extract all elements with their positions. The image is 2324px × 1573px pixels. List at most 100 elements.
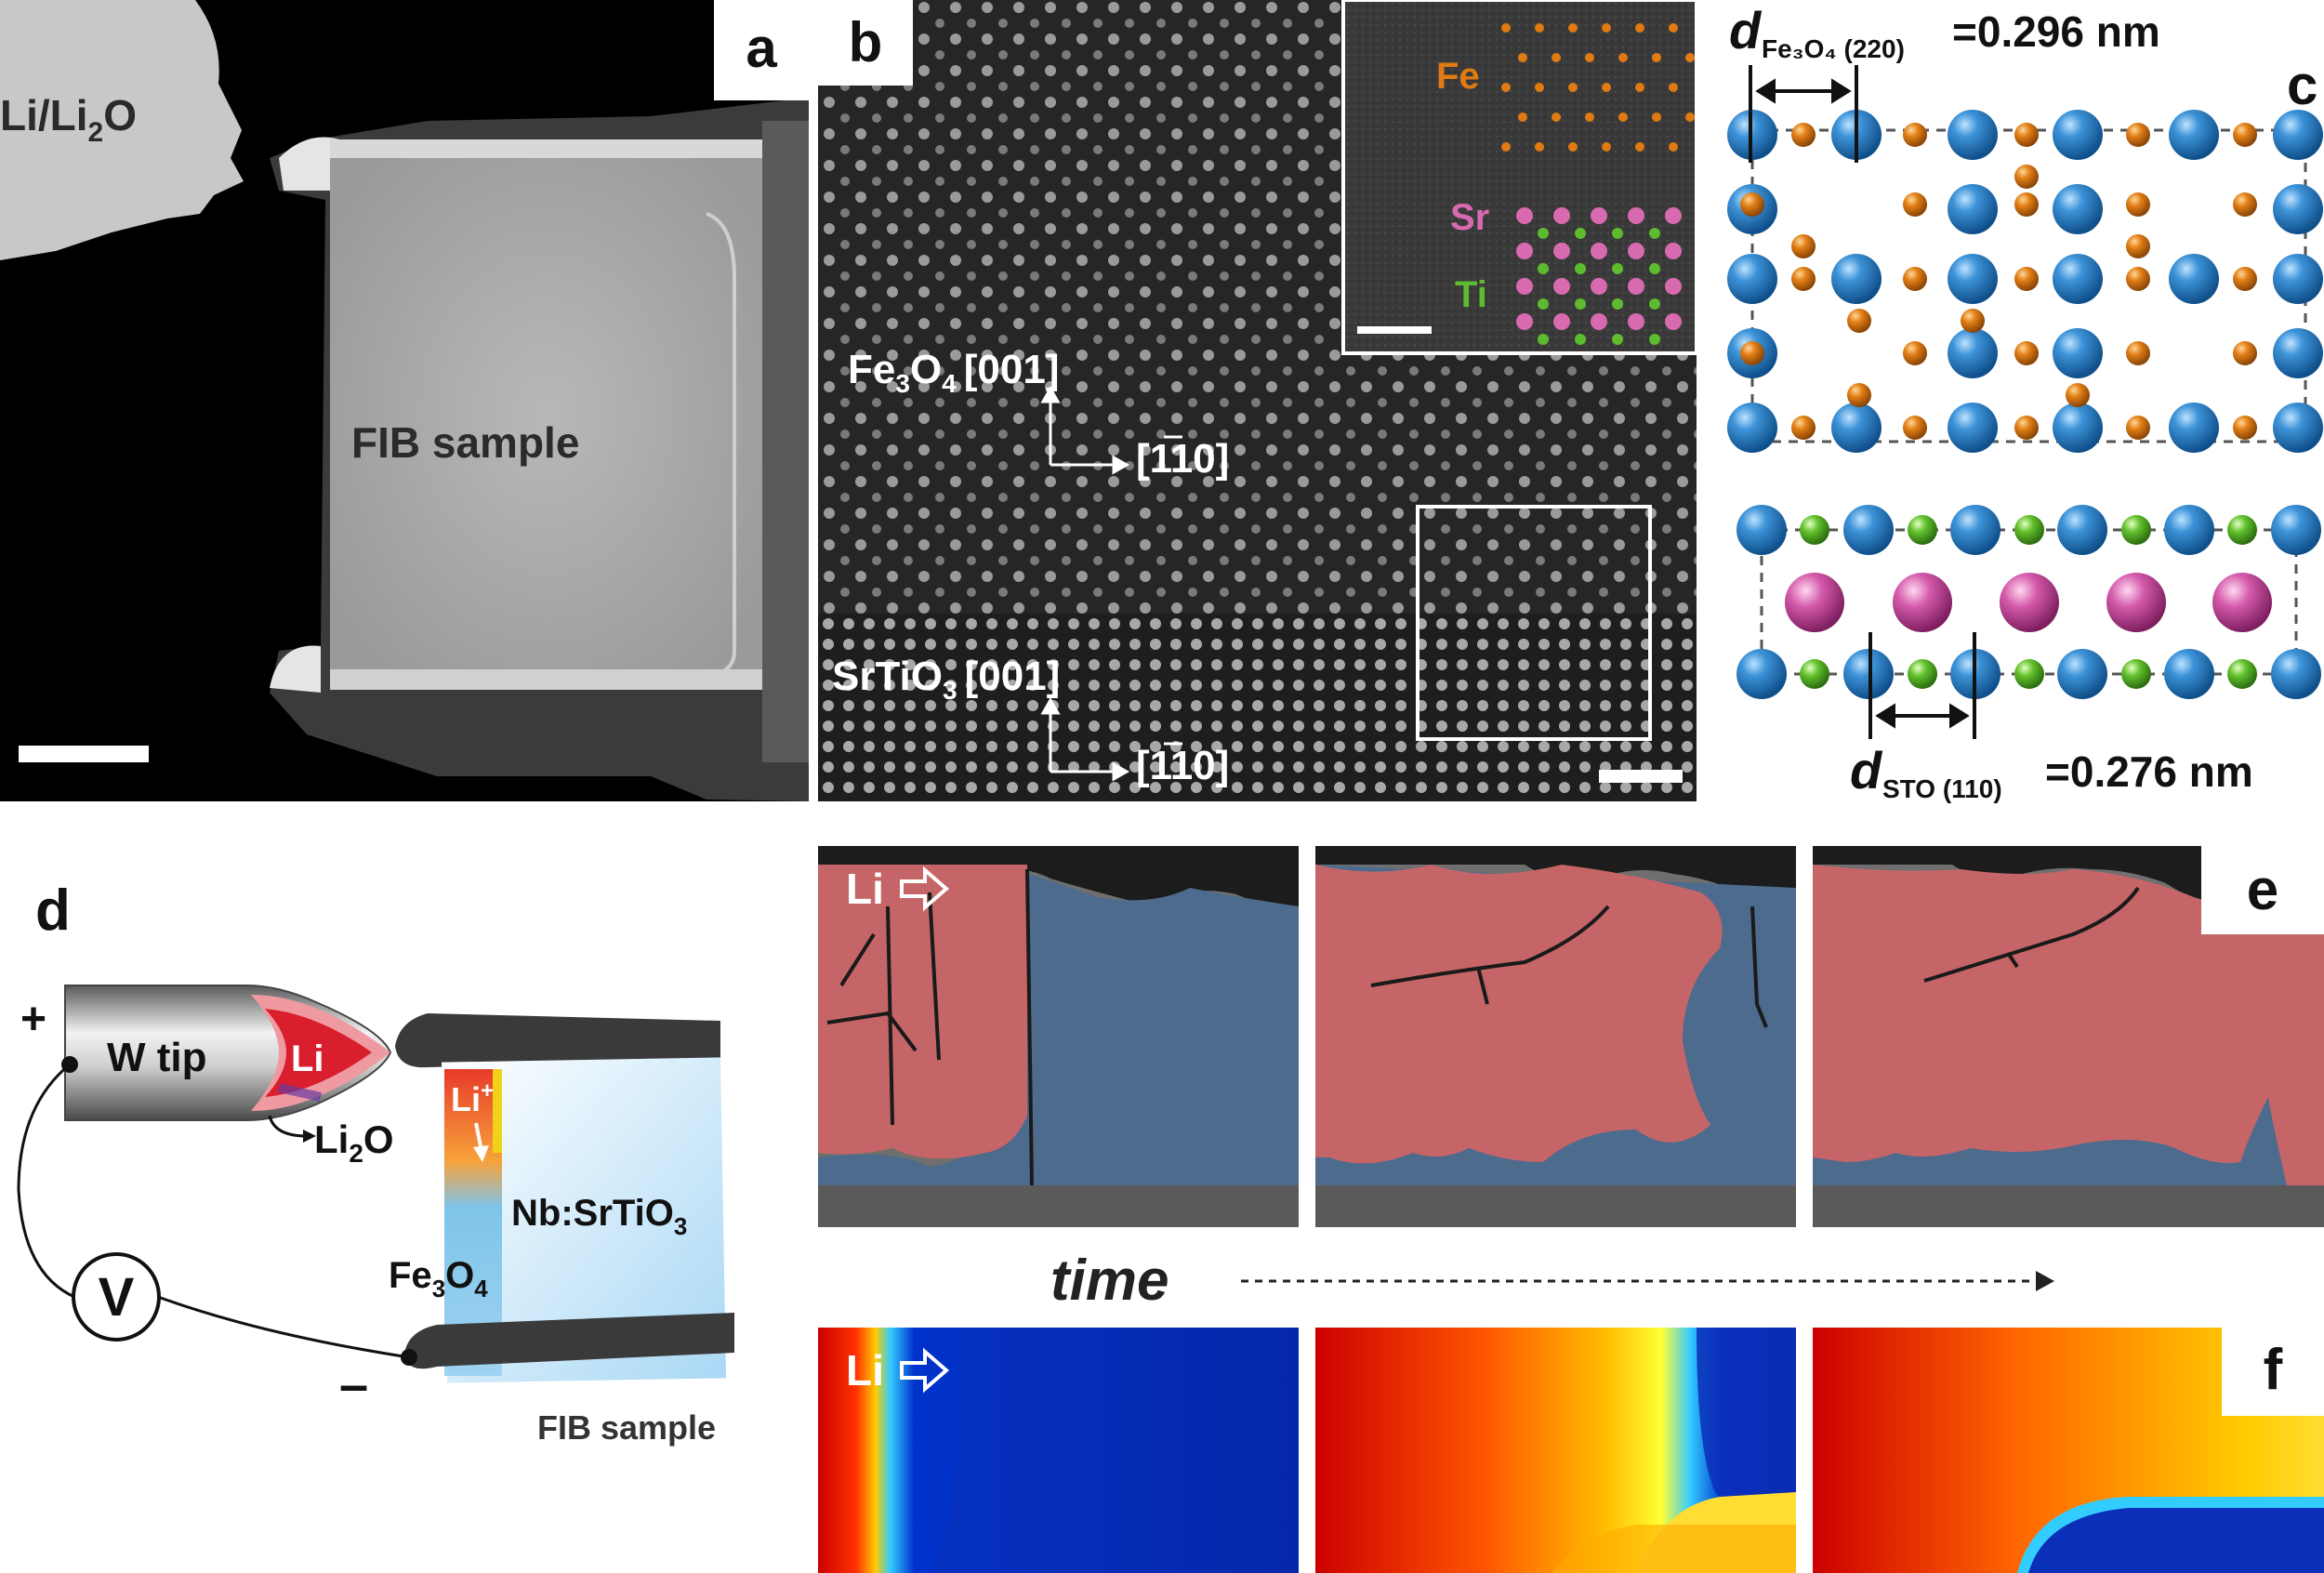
inset-sr-dot — [1553, 207, 1570, 224]
oxygen-atom — [2273, 328, 2323, 378]
panel-f-frame-1 — [818, 1328, 1299, 1573]
inset-fe-dot — [1568, 142, 1578, 152]
panel-a — [0, 0, 809, 801]
iron-atom — [2233, 341, 2257, 365]
oxygen-atom — [1843, 505, 1894, 555]
inset-ti-dot — [1538, 263, 1549, 274]
titanium-atom — [1800, 515, 1829, 545]
inset-sr-dot — [1516, 243, 1533, 259]
inset-sr-dot — [1665, 207, 1682, 224]
inset-sr-dot — [1628, 278, 1644, 295]
inset-fe-dot — [1585, 112, 1594, 122]
iron-atom — [2126, 416, 2150, 440]
minus-sign: – — [339, 1355, 368, 1413]
oxygen-atom — [2273, 184, 2323, 234]
inset-sr-dot — [1516, 313, 1533, 330]
inset-sr-dot — [1591, 243, 1607, 259]
oxygen-atom — [1948, 184, 1998, 234]
inset-fe-dot — [1669, 142, 1678, 152]
panel-f-simulations: f Li — [818, 1328, 2324, 1573]
iron-atom — [2014, 165, 2039, 189]
iron-atom — [1791, 123, 1816, 147]
iron-atom — [1903, 267, 1927, 291]
inset-sr-dot — [1591, 313, 1607, 330]
inset-sr-dot — [1665, 278, 1682, 295]
inset-sr-dot — [1516, 278, 1533, 295]
oxygen-atom — [1948, 254, 1998, 304]
voltmeter-label: V — [99, 1267, 135, 1328]
inset-fe-dot — [1618, 112, 1628, 122]
iron-atom — [2126, 123, 2150, 147]
panel-e-frame-2 — [1315, 846, 1796, 1227]
inset-fe-dot — [1635, 142, 1644, 152]
iron-atom — [1791, 416, 1816, 440]
iron-atom — [2126, 192, 2150, 217]
panel-e-frame-1 — [818, 846, 1299, 1227]
panel-label-f: f — [2264, 1338, 2283, 1402]
li-label: Li — [291, 1038, 324, 1079]
iron-atom — [1961, 309, 1985, 333]
titanium-atom — [1908, 515, 1937, 545]
inset-ti-dot — [1538, 228, 1549, 239]
substrate-label-d: Nb:SrTiO3 — [511, 1193, 687, 1240]
d-bottom-value: =0.276 nm — [2045, 747, 2253, 796]
inset-fe-dot — [1669, 23, 1678, 33]
titanium-atom — [2227, 515, 2257, 545]
panel-label-a: a — [746, 17, 777, 79]
inset-fe-dot — [1552, 112, 1561, 122]
inset-sr-dot — [1628, 207, 1644, 224]
inset-fe-dot — [1652, 112, 1661, 122]
iron-atom — [2014, 267, 2039, 291]
scale-bar-b — [1599, 770, 1683, 783]
inset-fe-dot — [1685, 112, 1695, 122]
inset-fe-dot — [1535, 23, 1544, 33]
inset-fe-dot — [1585, 53, 1594, 62]
strontium-atom — [1785, 573, 1844, 632]
inset-region-box — [1416, 505, 1652, 741]
oxygen-atom — [1736, 649, 1787, 699]
time-label: time — [1050, 1249, 1169, 1313]
inset-ti-dot — [1649, 263, 1660, 274]
panel-d-schematic: d W tip Li Li2O + Li+ Nb:SrTiO3 Fe3O4 V … — [17, 879, 734, 1447]
scale-bar-a — [19, 746, 149, 762]
inset-sr-dot — [1553, 243, 1570, 259]
inset-ti-dot — [1649, 334, 1660, 345]
panel-f-frame-2 — [1315, 1328, 1796, 1573]
panel-e-frame-3 — [1813, 846, 2324, 1227]
inset-sr-dot — [1665, 243, 1682, 259]
inset-fe-dot — [1602, 142, 1611, 152]
inset-fe-dot — [1635, 83, 1644, 92]
film-zone-label: Fe3O4 [001] — [848, 347, 1059, 398]
d-top-symbol: d — [1729, 1, 1763, 59]
inset-fe-dot — [1518, 112, 1527, 122]
inset-atom-overlay — [1501, 23, 1695, 345]
iron-atom — [2014, 416, 2039, 440]
panel-b — [818, 0, 1698, 801]
inset-fe-dot — [1618, 53, 1628, 62]
d-spacing-bottom-marker — [1868, 632, 1976, 739]
inset-fe-dot — [1501, 23, 1511, 33]
oxygen-atom — [2271, 505, 2321, 555]
inset-fe-label: Fe — [1436, 56, 1480, 97]
oxygen-atom — [2271, 649, 2321, 699]
inset-ti-dot — [1612, 263, 1623, 274]
inset-fe-dot — [1501, 142, 1511, 152]
film-direction-label: [110] — [1136, 436, 1229, 482]
iron-atom — [1903, 416, 1927, 440]
titanium-atom — [2121, 515, 2151, 545]
inset-fe-dot — [1635, 23, 1644, 33]
inset-fe-dot — [1652, 53, 1661, 62]
iron-atom — [2014, 341, 2039, 365]
inset-fe-dot — [1552, 53, 1561, 62]
oxygen-atom — [1948, 110, 1998, 160]
inset-fe-dot — [1518, 53, 1527, 62]
inset-fe-dot — [1535, 142, 1544, 152]
inset-sr-dot — [1591, 207, 1607, 224]
inset-ti-dot — [1649, 228, 1660, 239]
oxygen-atom — [2169, 110, 2219, 160]
oxygen-atom — [2169, 254, 2219, 304]
nb-sto-block — [442, 1057, 726, 1383]
film-axes-arrow — [1040, 385, 1130, 475]
inset-sr-dot — [1628, 243, 1644, 259]
d-bottom-symbol: d — [1850, 741, 1883, 800]
